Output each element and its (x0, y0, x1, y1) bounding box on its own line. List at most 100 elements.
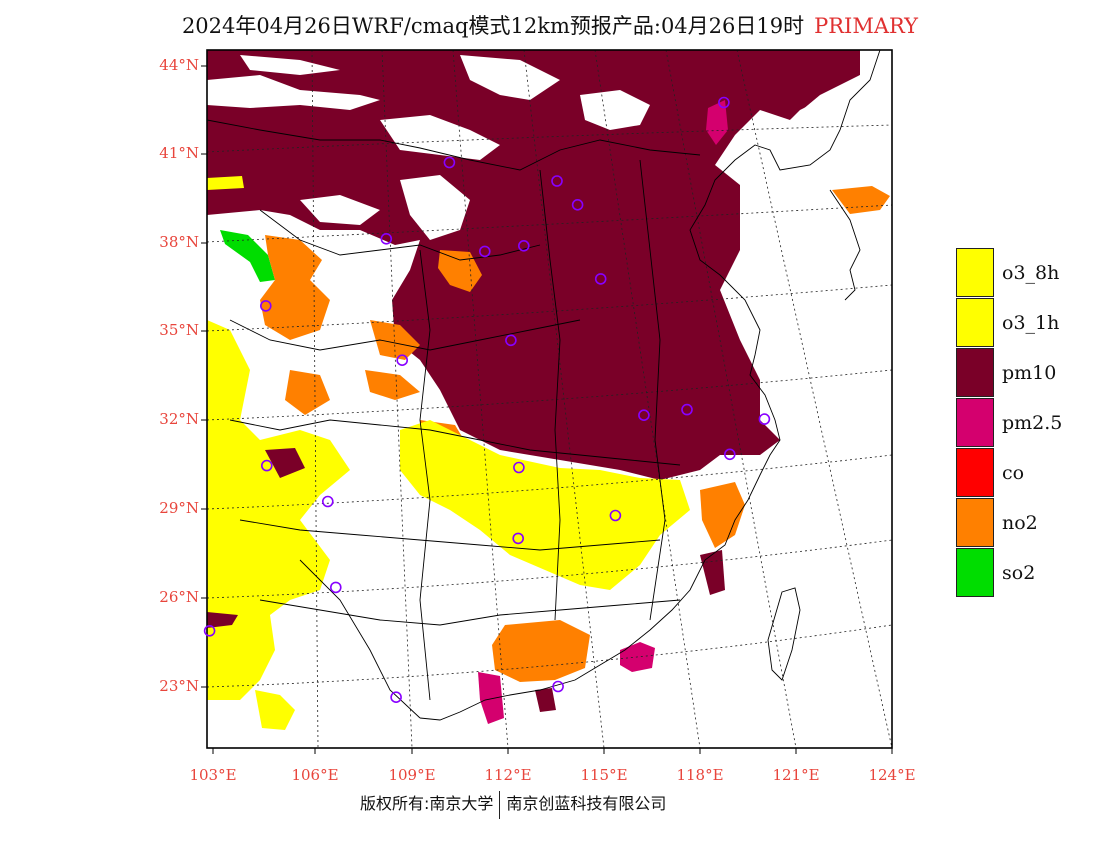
border-south (259, 599, 681, 626)
clear-gap-north-4 (380, 115, 500, 160)
graticule-lon-106 (311, 50, 319, 748)
legend-label: o3_1h (1002, 312, 1060, 334)
city-station-marker (723, 448, 736, 461)
no2-patch-ridge (365, 370, 420, 400)
city-station-marker (443, 156, 456, 169)
taiwan-outline (767, 587, 801, 681)
graticule-lat-23 (207, 624, 892, 688)
o3-band-north-edge (207, 176, 244, 190)
map-title: 2024年04月26日WRF/cmaq模式12km预报产品:04月26日19时 P… (0, 10, 1100, 40)
pm25-pocket-southwest (478, 672, 504, 724)
no2-patch-center (285, 370, 330, 415)
legend-label: pm10 (1002, 362, 1057, 384)
graticule (207, 50, 892, 748)
clear-gap-north-1 (207, 75, 380, 110)
city-station-marker (638, 409, 650, 422)
map-title-main: 2024年04月26日WRF/cmaq模式12km预报产品:04月26日19时 (181, 14, 805, 38)
coastline (419, 50, 881, 721)
longitude-label: 109°E (388, 766, 436, 784)
latitude-label: 23°N (159, 677, 199, 695)
longitude-label: 106°E (291, 766, 339, 784)
longitude-label: 118°E (676, 766, 724, 784)
legend-label: so2 (1002, 562, 1036, 584)
city-station-marker (259, 300, 272, 312)
city-station-marker (571, 199, 584, 211)
city-station-marker (396, 354, 409, 367)
border-meridional-2 (539, 169, 561, 621)
legend-label: co (1002, 462, 1025, 484)
longitude-label: 124°E (868, 766, 916, 784)
legend-label: pm2.5 (1002, 412, 1063, 434)
city-station-marker (594, 273, 607, 285)
longitude-label: 103°E (189, 766, 237, 784)
legend-swatch (956, 498, 994, 547)
footer-company: 南京创蓝科技有限公司 (506, 794, 667, 813)
city-station-marker (505, 334, 517, 347)
legend-swatch (956, 298, 994, 347)
o3-band-west (207, 320, 350, 700)
city-station-marker (203, 624, 216, 637)
no2-patch-north (260, 235, 330, 340)
shandong-peninsula (829, 189, 861, 301)
latitude-label: 38°N (159, 233, 199, 251)
city-station-marker (517, 240, 530, 252)
border-north (207, 119, 701, 171)
pm10-field-north (207, 50, 860, 480)
legend-label: o3_8h (1002, 262, 1060, 284)
latitude-label: 26°N (159, 588, 199, 606)
city-station-marker (380, 233, 393, 245)
city-station-marker (551, 175, 563, 187)
o3-band-center (400, 420, 690, 590)
graticule-lon-112 (452, 50, 509, 748)
longitude-label: 115°E (580, 766, 628, 784)
footer: 版权所有:南京大学 南京创蓝科技有限公司 (360, 790, 666, 819)
map-frame (206, 49, 893, 749)
clear-gap-northeast (780, 50, 892, 210)
clear-gap-north-2 (240, 55, 340, 75)
pm10-patch-south-1 (265, 448, 305, 478)
city-station-marker (512, 532, 525, 545)
border-meridional-3 (639, 159, 666, 621)
clear-gap-north-3 (460, 55, 560, 100)
border-yangtze (229, 419, 681, 466)
o3-band-southwest (255, 690, 295, 730)
legend-label: no2 (1002, 512, 1038, 534)
clear-gap-north-6 (400, 175, 470, 240)
city-station-marker (260, 459, 273, 472)
graticule-lon-115 (523, 50, 605, 748)
city-station-marker (390, 691, 402, 704)
city-station-marker (681, 403, 693, 416)
border-middle (229, 319, 581, 351)
tick-marks (201, 65, 893, 754)
city-station-marker (609, 509, 622, 522)
city-station-marker (478, 245, 491, 258)
pm10-patch-south-4 (535, 688, 556, 712)
legend-swatch (956, 348, 994, 397)
so2-patch (220, 230, 275, 282)
clear-gap-north-5 (580, 90, 650, 130)
latitude-label: 29°N (159, 499, 199, 517)
latitude-label: 35°N (159, 321, 199, 339)
border-center (259, 209, 541, 261)
no2-patch-sichuan (370, 320, 420, 360)
border-southern (239, 519, 661, 551)
pollution-fields (207, 50, 892, 730)
graticule-lon-109 (381, 50, 413, 748)
station-markers (203, 96, 771, 704)
no2-patch-guangdong (492, 620, 590, 682)
graticule-lon-121 (665, 50, 797, 748)
longitude-label: 112°E (484, 766, 532, 784)
latitude-label: 32°N (159, 410, 199, 428)
clear-gap-north-7 (300, 195, 380, 225)
city-station-marker (552, 680, 564, 693)
pm10-patch-south-2 (207, 612, 238, 628)
latitude-label: 41°N (159, 144, 199, 162)
city-station-marker (329, 581, 342, 594)
no2-patch-jiangxi (700, 482, 745, 548)
footer-separator (499, 790, 501, 819)
no2-patch-shandong (832, 186, 890, 214)
footer-copyright: 版权所有:南京大学 (360, 794, 494, 813)
pm10-patch-south-3 (700, 550, 725, 595)
pm25-pocket-north (706, 100, 728, 145)
longitude-label: 121°E (772, 766, 820, 784)
